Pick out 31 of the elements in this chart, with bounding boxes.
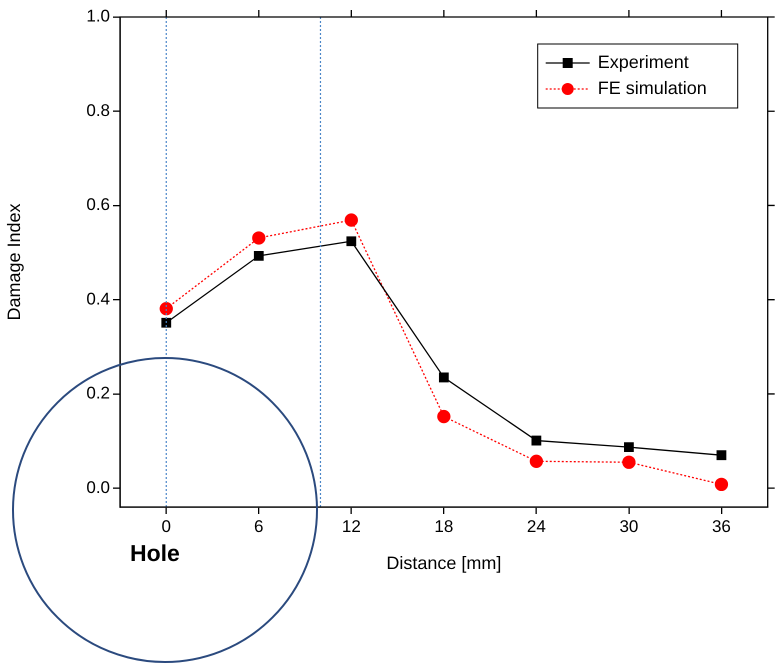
point — [624, 442, 634, 452]
legend-label: FE simulation — [598, 78, 707, 98]
point — [160, 302, 173, 316]
point — [531, 436, 542, 446]
y-tick-label: 1.0 — [86, 6, 110, 26]
y-tick-label: 0.6 — [86, 195, 110, 214]
point — [714, 478, 728, 492]
point — [254, 250, 264, 261]
x-tick-label: 24 — [526, 516, 546, 536]
point — [437, 410, 450, 424]
legend-label: Experiment — [598, 52, 689, 72]
y-tick-label: 0.2 — [86, 384, 110, 403]
y-axis-title: Damage Index — [4, 203, 24, 321]
y-tick-label: 0.8 — [86, 100, 110, 120]
point — [438, 372, 449, 382]
x-tick-label: 6 — [254, 516, 264, 536]
point — [622, 456, 636, 469]
x-tick-label: 30 — [619, 516, 638, 536]
x-tick-label: 12 — [342, 516, 361, 536]
point — [346, 236, 356, 246]
x-tick-label: 0 — [162, 516, 171, 536]
text: Hole — [130, 540, 180, 567]
point — [716, 450, 726, 460]
point — [344, 213, 358, 227]
x-tick-label: 18 — [434, 516, 454, 536]
x-tick-label: 36 — [712, 516, 731, 536]
point — [252, 231, 266, 245]
y-tick-label: 0.0 — [86, 478, 110, 497]
x-axis-title: Distance [mm] — [386, 553, 502, 574]
point — [530, 454, 544, 468]
y-tick-label: 0.4 — [86, 289, 110, 308]
